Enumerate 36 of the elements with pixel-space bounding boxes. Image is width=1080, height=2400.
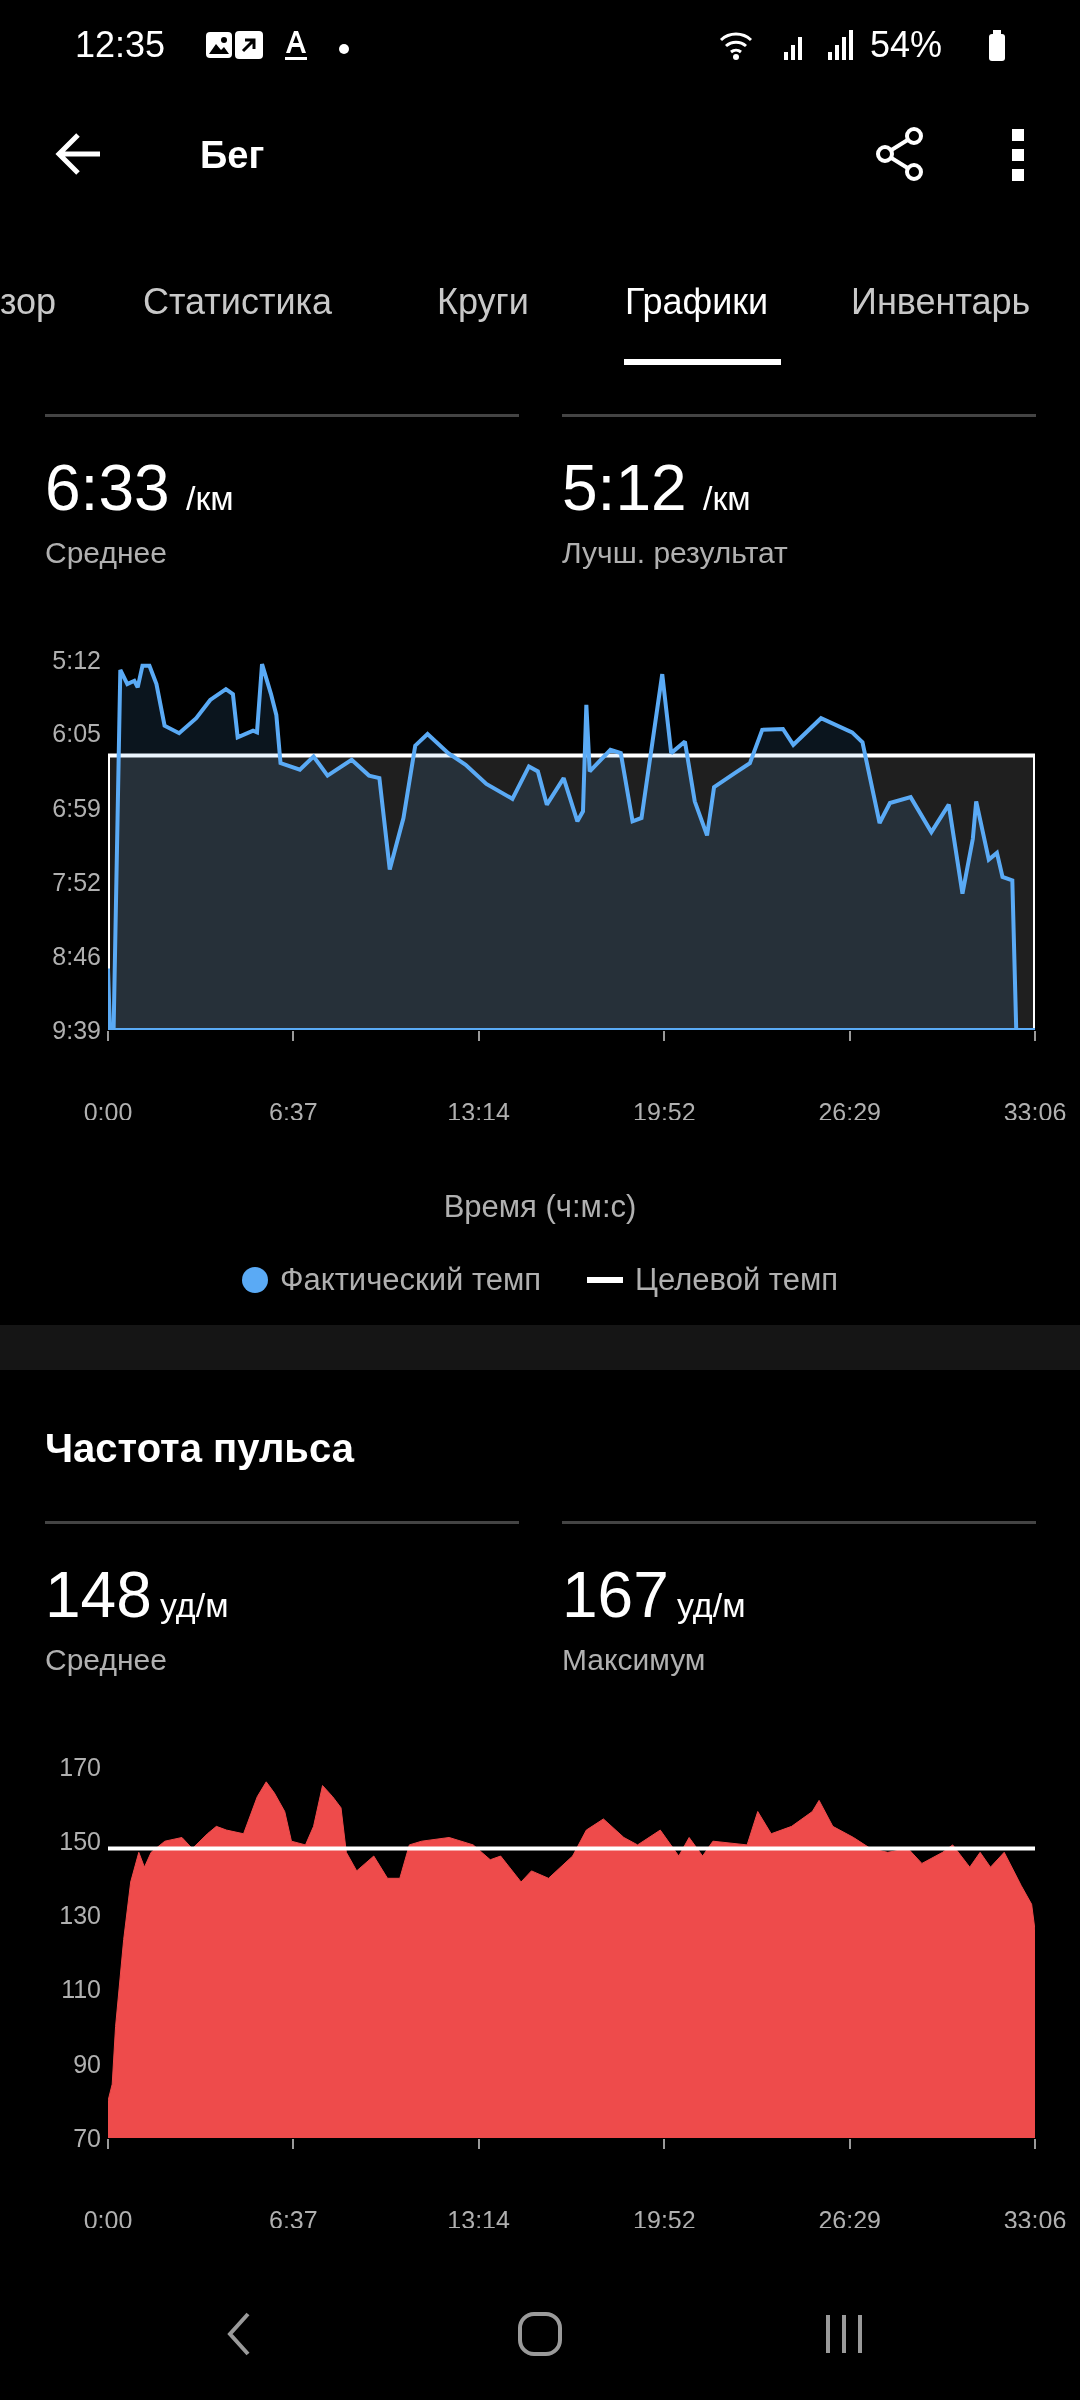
x-axis-title: Время (ч:м:с) <box>442 1189 638 1225</box>
legend-label: Фактический темп <box>279 1262 542 1298</box>
text: Среднее <box>45 1643 167 1677</box>
y-tick-label: 70 <box>73 2123 101 2152</box>
chart-title: Частота пульса <box>45 1425 354 1471</box>
text: Круги <box>437 281 529 323</box>
text: уд/м <box>677 1585 746 1625</box>
y-tick-label: 170 <box>59 1752 101 1781</box>
y-tick-label: 5:12 <box>52 645 101 674</box>
text: Лучш. результат <box>562 536 788 570</box>
y-tick-label: 130 <box>59 1901 101 1930</box>
y-tick-label: 150 <box>59 1826 101 1855</box>
y-tick-label: 7:52 <box>52 867 101 896</box>
y-tick-label: 8:46 <box>52 942 101 971</box>
text: зор <box>0 281 57 323</box>
text: Графики <box>625 281 769 323</box>
y-tick-label: 6:05 <box>52 719 101 748</box>
text: Среднее <box>45 536 167 570</box>
text: Максимум <box>562 1643 706 1677</box>
text: Бег <box>200 133 265 177</box>
y-tick-label: 110 <box>61 1975 101 2004</box>
text: 148 <box>45 1558 152 1632</box>
legend-label: Целевой темп <box>635 1262 839 1298</box>
text: 5:12 <box>562 451 687 525</box>
y-tick-label: 9:39 <box>52 1015 101 1044</box>
text: Инвентарь <box>851 281 1031 323</box>
text: 6:33 <box>45 451 170 525</box>
y-tick-label: 90 <box>73 2049 101 2078</box>
text: уд/м <box>160 1585 229 1625</box>
text: 167 <box>562 1558 669 1632</box>
text: Статистика <box>143 281 333 323</box>
text: 54% <box>869 24 942 66</box>
text: /км <box>186 478 234 518</box>
y-tick-label: 6:59 <box>52 794 101 822</box>
text: 12:35 <box>75 24 166 66</box>
text: /км <box>703 478 751 518</box>
